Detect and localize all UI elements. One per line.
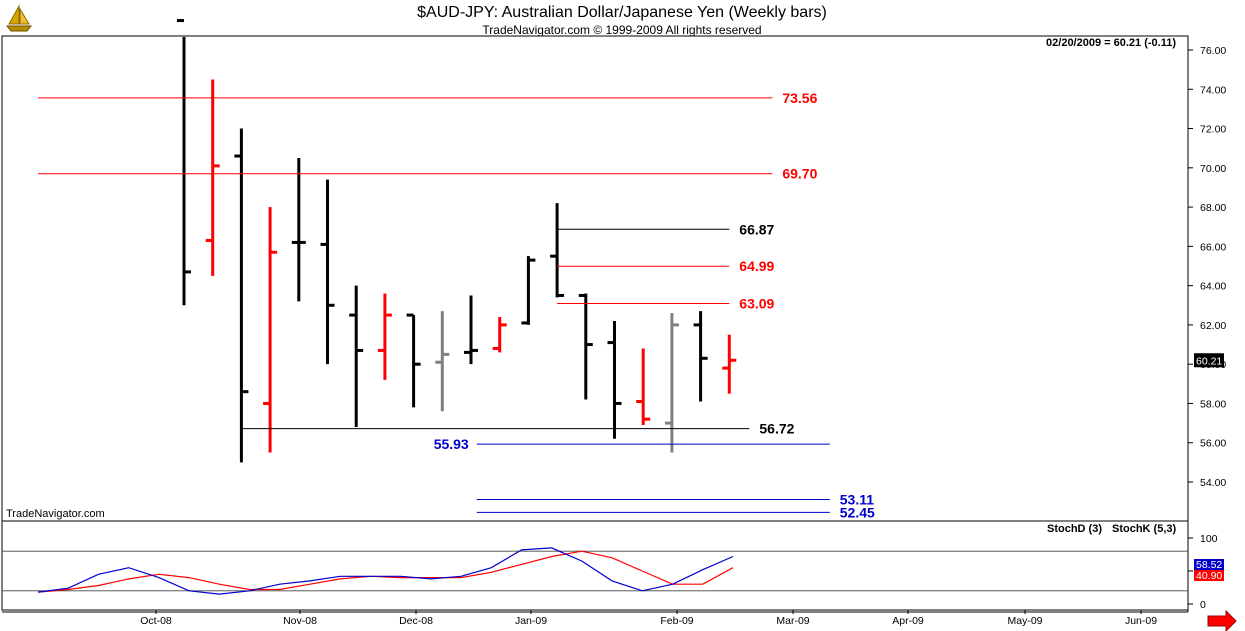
stochastic-plot xyxy=(2,547,1188,595)
level-label: 63.09 xyxy=(739,296,774,312)
last-price-label: 60.21 xyxy=(1196,355,1222,367)
price-tick-label: 54.00 xyxy=(1200,477,1226,489)
date-axis: Oct-08 Nov-08 Dec-08 Jan-09 Feb-09 Mar-09 Apr-… xyxy=(2,610,1188,627)
date-tick-label: Dec-08 xyxy=(399,615,433,627)
date-tick-label: Jun-09 xyxy=(1125,615,1157,627)
price-tick-label: 56.00 xyxy=(1200,438,1226,450)
level-label: 66.87 xyxy=(739,221,774,237)
sailboat-icon[interactable] xyxy=(5,4,33,32)
date-tick-label: Mar-09 xyxy=(776,615,809,627)
price-tick-label: 62.00 xyxy=(1200,320,1226,332)
stoch-tick-label: 100 xyxy=(1200,533,1218,545)
level-label: 53.11 xyxy=(840,491,874,507)
stochastic-panel-frame xyxy=(1,520,1189,611)
level-label: 52.45 xyxy=(840,504,875,520)
price-tick-label: 76.00 xyxy=(1200,45,1226,57)
price-tick-label: 74.00 xyxy=(1200,84,1226,96)
support-resistance-levels: 73.56 69.70 66.87 64.99 63.09 56.72 55.93 53.11… xyxy=(38,90,875,520)
watermark-label: TradeNavigator.com xyxy=(6,508,105,520)
price-panel-frame xyxy=(1,35,1189,522)
date-tick-label: May-09 xyxy=(1007,615,1042,627)
stoch-line xyxy=(37,550,734,593)
stoch-k-legend: StochK (5,3) xyxy=(1112,523,1177,535)
date-tick-label: Feb-09 xyxy=(660,615,693,627)
stoch-line xyxy=(37,547,734,595)
last-quote-label: 02/20/2009 = 60.21 (-0.11) xyxy=(1046,37,1176,49)
date-tick-label: Nov-08 xyxy=(283,615,317,627)
date-tick-label: Jan-09 xyxy=(515,615,547,627)
date-tick-label: Apr-09 xyxy=(892,615,924,627)
level-label: 73.56 xyxy=(782,90,817,106)
last-price-marker xyxy=(1194,353,1224,368)
price-tick-label: 72.00 xyxy=(1200,124,1226,136)
price-tick-label: 66.00 xyxy=(1200,241,1226,253)
level-label: 55.93 xyxy=(434,436,469,452)
chart-subtitle: TradeNavigator.com © 1999-2009 All right… xyxy=(482,23,761,37)
price-axis: 76.00 74.00 72.00 70.00 68.00 66.00 64.00 62.00… xyxy=(1188,45,1226,489)
stoch-k-last-label: 58.52 xyxy=(1196,559,1222,571)
price-tick-label: 64.00 xyxy=(1200,281,1226,293)
price-plot xyxy=(177,19,737,463)
price-tick-label: 70.00 xyxy=(1200,163,1226,175)
right-arrow-icon[interactable] xyxy=(1207,609,1237,631)
level-label: 56.72 xyxy=(759,421,794,437)
level-label: 69.70 xyxy=(782,166,817,182)
stoch-d-legend: StochD (3) xyxy=(1047,523,1102,535)
level-label: 64.99 xyxy=(739,258,774,274)
chart-title: $AUD-JPY: Australian Dollar/Japanese Yen… xyxy=(417,4,827,21)
stoch-d-last-marker xyxy=(1194,570,1224,581)
stoch-d-last-label: 40.90 xyxy=(1196,570,1222,582)
price-tick-label: 68.00 xyxy=(1200,202,1226,214)
stoch-k-last-marker xyxy=(1194,559,1224,570)
stoch-tick-label: 0 xyxy=(1200,599,1206,611)
price-tick-label: 58.00 xyxy=(1200,398,1226,410)
date-tick-label: Oct-08 xyxy=(140,615,172,627)
